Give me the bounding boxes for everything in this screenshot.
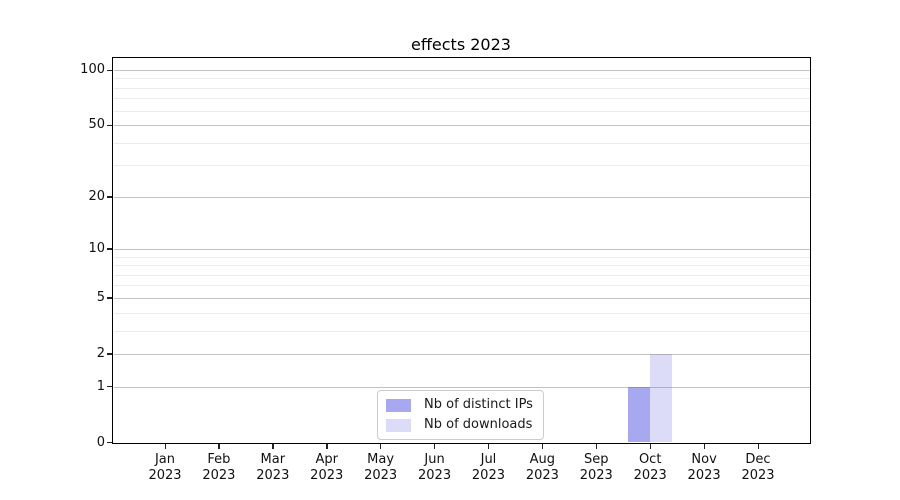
gridline-y-minor-3 bbox=[113, 330, 810, 332]
y-tick-20 bbox=[107, 196, 112, 198]
x-tick-year: 2023 bbox=[687, 467, 721, 483]
y-tick-label-20: 20 bbox=[88, 188, 105, 204]
gridline-y-5 bbox=[113, 297, 810, 299]
x-tick-year: 2023 bbox=[256, 467, 290, 483]
x-tick-mar bbox=[272, 444, 274, 449]
y-tick-label-100: 100 bbox=[80, 62, 105, 77]
x-tick-oct bbox=[649, 444, 651, 449]
x-tick-month: Jan bbox=[154, 452, 176, 467]
y-tick-label-2: 2 bbox=[96, 345, 105, 361]
gridline-y-50 bbox=[113, 125, 810, 127]
gridline-y-minor-7 bbox=[113, 274, 810, 276]
x-tick-label-may: May 2023 bbox=[350, 452, 412, 483]
bar-distinct-ips-oct bbox=[628, 386, 651, 443]
x-tick-jul bbox=[487, 444, 490, 449]
gridline-y-100 bbox=[113, 70, 810, 71]
y-tick-1 bbox=[107, 386, 112, 388]
gridline-y-minor-30 bbox=[113, 165, 810, 167]
x-tick-year: 2023 bbox=[633, 467, 667, 483]
x-tick-month: Feb bbox=[207, 452, 231, 467]
x-tick-month: Apr bbox=[315, 452, 338, 467]
x-tick-label-aug: Aug 2023 bbox=[511, 452, 573, 483]
x-tick-month: Sep bbox=[584, 452, 609, 467]
x-tick-month: Jun bbox=[424, 452, 445, 467]
x-tick-label-feb: Feb 2023 bbox=[188, 452, 250, 483]
y-tick-label-5: 5 bbox=[96, 289, 105, 305]
gridline-y-minor-60 bbox=[113, 110, 810, 112]
gridline-y-20 bbox=[113, 196, 810, 198]
x-tick-month: Aug bbox=[529, 452, 556, 467]
legend-item-distinct-ips: Nb of distinct IPs bbox=[386, 398, 533, 412]
x-tick-label-jul: Jul 2023 bbox=[457, 452, 519, 483]
x-tick-dec bbox=[757, 444, 759, 449]
y-tick-100 bbox=[107, 69, 112, 71]
y-tick-2 bbox=[107, 353, 112, 355]
x-tick-year: 2023 bbox=[471, 467, 505, 483]
x-tick-year: 2023 bbox=[525, 467, 559, 483]
x-tick-year: 2023 bbox=[310, 467, 344, 483]
bar-downloads-oct bbox=[650, 353, 673, 443]
x-tick-feb bbox=[218, 444, 220, 449]
x-tick-label-jan: Jan 2023 bbox=[134, 452, 196, 483]
gridline-y-minor-4 bbox=[113, 312, 810, 314]
x-tick-year: 2023 bbox=[579, 467, 613, 483]
x-tick-month: Mar bbox=[260, 452, 286, 467]
y-tick-50 bbox=[107, 124, 112, 126]
gridline-y-10 bbox=[113, 248, 810, 250]
x-tick-month: Dec bbox=[745, 452, 771, 467]
x-tick-label-nov: Nov 2023 bbox=[673, 452, 735, 483]
x-tick-year: 2023 bbox=[202, 467, 236, 483]
x-tick-year: 2023 bbox=[418, 467, 452, 483]
gridline-y-minor-90 bbox=[113, 78, 810, 80]
chart-title: effects 2023 bbox=[411, 35, 511, 54]
y-tick-0 bbox=[107, 442, 112, 444]
legend-item-downloads: Nb of downloads bbox=[386, 418, 533, 432]
legend-swatch-distinct-ips bbox=[386, 398, 411, 412]
x-tick-month: Jul bbox=[480, 452, 497, 467]
y-tick-label-10: 10 bbox=[88, 240, 105, 256]
legend-swatch-downloads bbox=[386, 418, 411, 432]
gridline-y-minor-6 bbox=[113, 285, 810, 287]
x-tick-label-dec: Dec 2023 bbox=[727, 452, 789, 483]
x-tick-may bbox=[380, 444, 382, 449]
x-tick-month: Nov bbox=[691, 452, 717, 467]
y-tick-label-50: 50 bbox=[88, 117, 105, 133]
x-tick-jan bbox=[164, 444, 166, 449]
gridline-y-minor-80 bbox=[113, 87, 810, 89]
y-tick-5 bbox=[107, 297, 112, 299]
y-tick-label-0: 0 bbox=[96, 434, 105, 450]
legend-label-downloads: Nb of downloads bbox=[424, 417, 533, 432]
x-tick-year: 2023 bbox=[364, 467, 398, 483]
gridline-y-1 bbox=[113, 386, 810, 388]
y-tick-10 bbox=[107, 248, 112, 250]
x-tick-month: May bbox=[367, 452, 395, 467]
x-tick-year: 2023 bbox=[148, 467, 182, 483]
x-tick-aug bbox=[541, 444, 544, 449]
gridline-y-minor-70 bbox=[113, 98, 810, 100]
legend: Nb of distinct IPs Nb of downloads bbox=[377, 390, 544, 440]
x-tick-jun bbox=[434, 444, 436, 449]
x-tick-label-mar: Mar 2023 bbox=[242, 452, 304, 483]
y-tick-label-1: 1 bbox=[96, 378, 105, 394]
x-tick-year: 2023 bbox=[741, 467, 775, 483]
gridline-y-minor-9 bbox=[113, 256, 810, 258]
legend-label-distinct-ips: Nb of distinct IPs bbox=[424, 397, 533, 412]
x-tick-apr bbox=[326, 444, 328, 449]
gridline-y-minor-8 bbox=[113, 265, 810, 267]
x-tick-sep bbox=[595, 444, 598, 449]
gridline-y-2 bbox=[113, 353, 810, 355]
gridline-y-minor-40 bbox=[113, 142, 810, 144]
x-tick-nov bbox=[703, 444, 705, 449]
x-tick-label-apr: Apr 2023 bbox=[296, 452, 358, 483]
x-tick-month: Oct bbox=[638, 452, 662, 467]
x-tick-label-sep: Sep 2023 bbox=[565, 452, 627, 483]
x-tick-label-jun: Jun 2023 bbox=[404, 452, 466, 483]
x-tick-label-oct: Oct 2023 bbox=[619, 452, 681, 483]
